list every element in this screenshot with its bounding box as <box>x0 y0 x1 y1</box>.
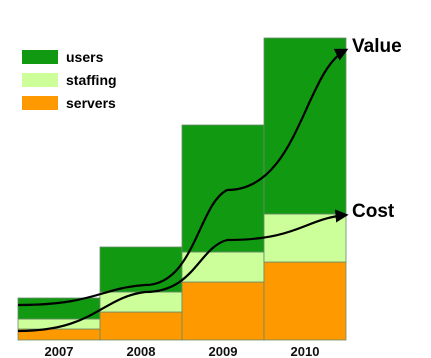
bar-servers-2009 <box>181 281 265 341</box>
bar-servers-2010 <box>263 261 347 341</box>
curve-label-value: Value <box>352 36 402 57</box>
bar-staffing-2010 <box>263 213 347 263</box>
bar-users-2010 <box>263 37 347 215</box>
x-tick-label-2009: 2009 <box>209 344 238 358</box>
curve-value <box>17 48 349 307</box>
legend-label-servers: servers <box>66 95 116 111</box>
legend-label-staffing: staffing <box>66 72 117 88</box>
curve-label-cost: Cost <box>352 201 395 222</box>
legend-swatch-staffing <box>22 73 58 87</box>
legend-swatch-servers <box>22 96 58 110</box>
x-tick-label-2008: 2008 <box>127 344 156 358</box>
bar-servers-2008 <box>99 311 183 341</box>
curves-layer: Value Cost <box>17 36 402 333</box>
legend: users staffing servers <box>22 49 117 111</box>
bar-users-2009 <box>181 124 265 253</box>
legend-label-users: users <box>66 49 104 65</box>
x-tick-label-2007: 2007 <box>45 344 74 358</box>
x-tick-label-2010: 2010 <box>291 344 320 358</box>
curve-cost <box>17 209 349 333</box>
legend-swatch-users <box>22 50 58 64</box>
x-axis-tick-labels: 2007 2008 2009 2010 <box>45 344 320 358</box>
